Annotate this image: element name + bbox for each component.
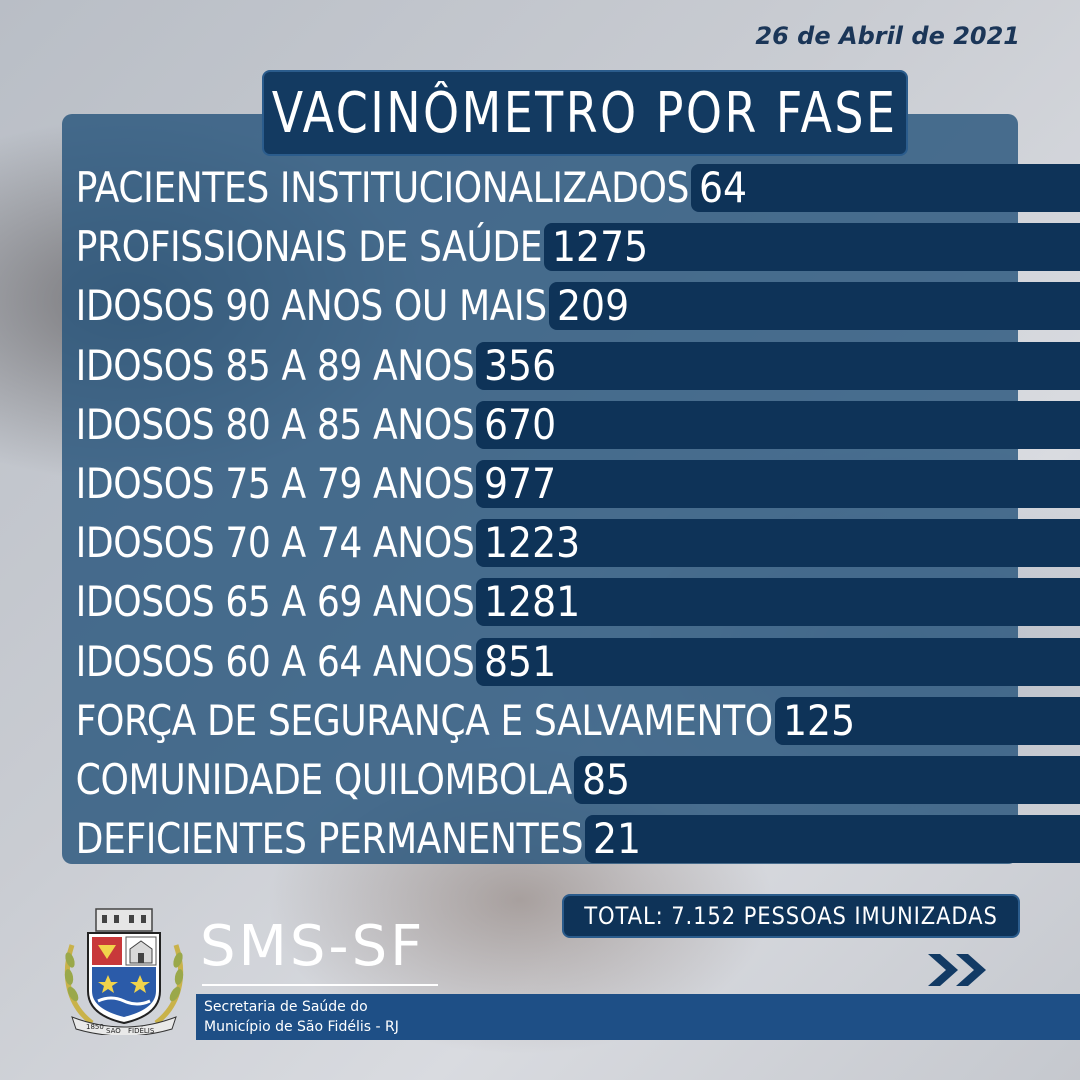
date-label: 26 de Abril de 2021 bbox=[755, 22, 1020, 50]
org-name: SMS-SF bbox=[200, 914, 426, 979]
org-subtitle-line1: Secretaria de Saúde do bbox=[204, 999, 368, 1015]
phase-label: IDOSOS 75 A 79 ANOS bbox=[75, 459, 475, 509]
phase-bar bbox=[691, 164, 1080, 212]
phase-bar bbox=[476, 637, 1080, 686]
phase-bar bbox=[573, 755, 1080, 804]
phase-value: 209 bbox=[556, 281, 629, 331]
phase-value: 85 bbox=[581, 754, 630, 804]
phase-label: IDOSOS 65 A 69 ANOS bbox=[75, 577, 475, 627]
phase-row: IDOSOS 75 A 79 ANOS 977 bbox=[0, 454, 1080, 513]
total-badge: TOTAL: 7.152 PESSOAS IMUNIZADAS bbox=[562, 894, 1020, 938]
phase-label: PACIENTES INSTITUCIONALIZADOS bbox=[75, 163, 690, 213]
phase-label: IDOSOS 60 A 64 ANOS bbox=[75, 636, 475, 686]
phase-value: 851 bbox=[484, 636, 557, 686]
phase-row: PACIENTES INSTITUCIONALIZADOS 64 bbox=[0, 158, 1080, 217]
phase-row: IDOSOS 70 A 74 ANOS 1223 bbox=[0, 513, 1080, 572]
phase-bar bbox=[548, 282, 1080, 331]
divider bbox=[202, 984, 438, 986]
phase-row: IDOSOS 65 A 69 ANOS 1281 bbox=[0, 572, 1080, 631]
phase-row: IDOSOS 85 A 89 ANOS 356 bbox=[0, 336, 1080, 395]
phase-bar bbox=[476, 400, 1080, 449]
org-subtitle-line2: Município de São Fidélis - RJ bbox=[204, 1019, 399, 1035]
phase-row: DEFICIENTES PERMANENTES 21 bbox=[0, 809, 1080, 868]
phase-value: 1275 bbox=[552, 222, 649, 272]
phase-label: DEFICIENTES PERMANENTES bbox=[75, 814, 584, 864]
phase-label: IDOSOS 70 A 74 ANOS bbox=[75, 518, 475, 568]
crest-word-1: SÃO bbox=[106, 1026, 121, 1035]
phase-bar bbox=[476, 459, 1080, 508]
phase-label: FORÇA DE SEGURANÇA E SALVAMENTO bbox=[75, 695, 773, 745]
phase-bar bbox=[476, 341, 1080, 390]
total-label: TOTAL: 7.152 PESSOAS IMUNIZADAS bbox=[584, 902, 998, 930]
phase-value: 21 bbox=[593, 814, 642, 864]
phase-label: IDOSOS 80 A 85 ANOS bbox=[75, 399, 475, 449]
phase-bar bbox=[476, 519, 1080, 568]
phase-value: 356 bbox=[484, 340, 557, 390]
crest-year: 1850 bbox=[86, 1023, 104, 1031]
phase-row: PROFISSIONAIS DE SAÚDE 1275 bbox=[0, 217, 1080, 276]
phase-bar bbox=[774, 696, 1080, 745]
phase-list: PACIENTES INSTITUCIONALIZADOS 64 PROFISSIO… bbox=[0, 158, 1080, 868]
phase-value: 977 bbox=[484, 458, 557, 508]
footer-band bbox=[196, 994, 1080, 1040]
double-chevron-right-icon[interactable] bbox=[926, 950, 992, 990]
phase-value: 125 bbox=[782, 695, 855, 745]
phase-bar bbox=[476, 578, 1080, 627]
page-title: VACINÔMETRO POR FASE bbox=[272, 80, 898, 146]
phase-label: IDOSOS 90 ANOS OU MAIS bbox=[75, 281, 547, 331]
title-box: VACINÔMETRO POR FASE bbox=[262, 70, 908, 156]
phase-row: COMUNIDADE QUILOMBOLA 85 bbox=[0, 750, 1080, 809]
phase-label: IDOSOS 85 A 89 ANOS bbox=[75, 340, 475, 390]
org-subtitle: Secretaria de Saúde do Município de São … bbox=[204, 997, 399, 1037]
phase-row: IDOSOS 80 A 85 ANOS 670 bbox=[0, 395, 1080, 454]
phase-label: PROFISSIONAIS DE SAÚDE bbox=[75, 222, 543, 272]
phase-value: 64 bbox=[699, 163, 748, 212]
phase-value: 1223 bbox=[484, 518, 581, 568]
phase-row: FORÇA DE SEGURANÇA E SALVAMENTO 125 bbox=[0, 691, 1080, 750]
phase-value: 1281 bbox=[484, 577, 581, 627]
phase-row: IDOSOS 90 ANOS OU MAIS 209 bbox=[0, 276, 1080, 335]
municipal-crest-icon: 1850 SÃO FIDÉLIS bbox=[64, 908, 184, 1035]
crest-word-2: FIDÉLIS bbox=[128, 1026, 155, 1035]
phase-bar bbox=[544, 223, 1080, 272]
phase-bar bbox=[585, 815, 1080, 864]
phase-label: COMUNIDADE QUILOMBOLA bbox=[75, 754, 573, 804]
phase-row: IDOSOS 60 A 64 ANOS 851 bbox=[0, 632, 1080, 691]
phase-value: 670 bbox=[484, 399, 557, 449]
